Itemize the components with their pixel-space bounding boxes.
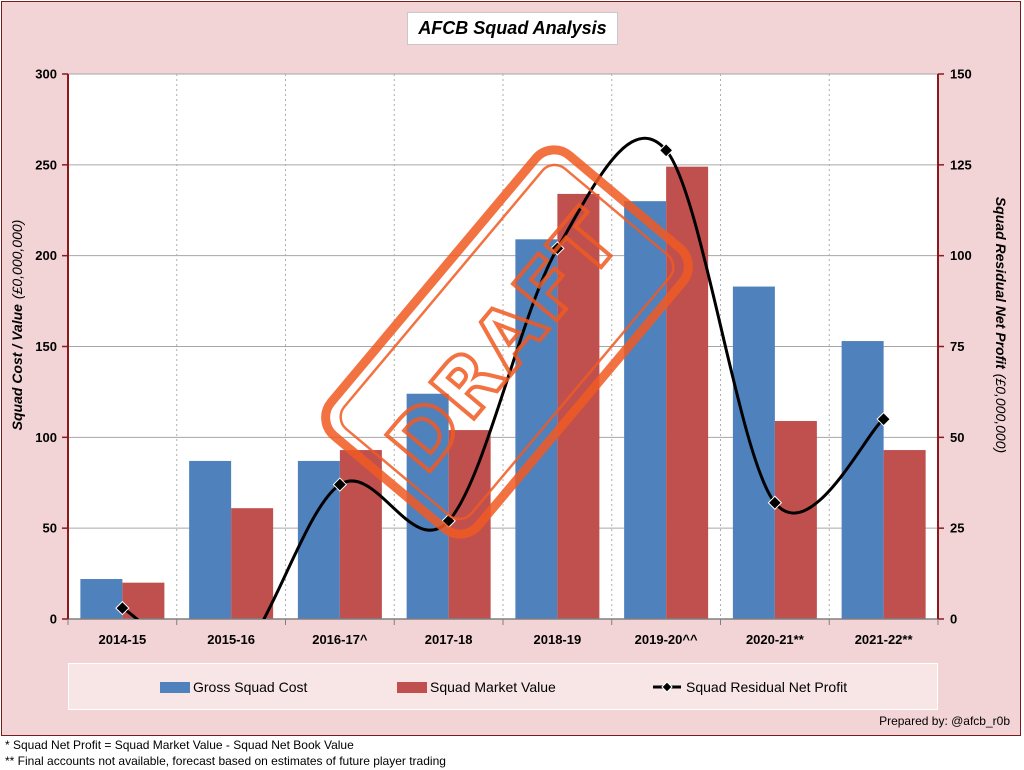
right-axis-title-unit: (£0,000,000) — [993, 374, 1009, 453]
left-tick-label: 250 — [35, 157, 57, 172]
x-tick-label: 2018-19 — [534, 632, 582, 647]
legend-label-gross-squad-cost: Gross Squad Cost — [193, 679, 308, 695]
right-tick-label: 125 — [950, 157, 972, 172]
chart-title: AFCB Squad Analysis — [418, 18, 607, 38]
right-tick-label: 100 — [950, 248, 972, 263]
left-tick-label: 0 — [50, 612, 57, 627]
bar-gross-squad-cost — [624, 201, 667, 620]
x-tick-label: 2019-20^^ — [635, 632, 698, 647]
axes — [62, 73, 944, 625]
legend-swatch-net-profit-line — [653, 681, 681, 693]
right-axis-title: Squad Residual Net Profit (£0,000,000) — [993, 197, 1009, 453]
bar-squad-market-value — [339, 450, 382, 619]
marker-squad-residual-net-profit — [658, 143, 674, 158]
x-tick-label: 2015-16 — [207, 632, 255, 647]
chart-title-box: AFCB Squad Analysis — [407, 12, 618, 45]
legend-swatch-squad-market-value — [397, 682, 427, 693]
bar-squad-market-value — [231, 508, 274, 619]
bar-gross-squad-cost — [80, 579, 123, 619]
marker-squad-residual-net-profit — [767, 495, 783, 510]
left-tick-label: 100 — [35, 430, 57, 445]
legend-swatch-gross-squad-cost — [160, 682, 190, 693]
left-tick-label: 50 — [43, 521, 57, 536]
gridlines — [68, 73, 938, 619]
draft-stamp-outer-border — [321, 145, 693, 539]
x-tick-label: 2020-21** — [746, 632, 805, 647]
x-tick-label: 2016-17^ — [312, 632, 368, 647]
bar-squad-market-value — [666, 166, 709, 619]
legend-label-squad-residual-net-profit: Squad Residual Net Profit — [686, 679, 848, 695]
bar-gross-squad-cost — [841, 341, 884, 619]
marker-squad-residual-net-profit — [332, 477, 348, 492]
bar-gross-squad-cost — [297, 460, 340, 619]
left-axis-title-unit: (£0,000,000) — [9, 220, 25, 299]
left-tick-label: 200 — [35, 248, 57, 263]
net-profit-line-layer — [115, 136, 891, 619]
marker-squad-residual-net-profit — [550, 241, 565, 256]
right-tick-label: 75 — [950, 339, 964, 354]
right-tick-label: 0 — [950, 612, 957, 627]
prepared-by-credit: Prepared by: @afcb_r0b — [879, 714, 1010, 728]
x-tick-label: 2017-18 — [425, 632, 473, 647]
legend-label-squad-market-value: Squad Market Value — [430, 679, 556, 695]
bar-gross-squad-cost — [189, 460, 232, 619]
left-axis-title-main: Squad Cost / Value — [9, 304, 25, 430]
left-tick-label: 300 — [35, 67, 57, 82]
marker-squad-residual-net-profit — [115, 600, 130, 616]
footnote-1: * Squad Net Profit = Squad Market Value … — [5, 738, 354, 752]
bar-gross-squad-cost — [515, 239, 558, 619]
tick-labels: 0 50 100 150 200 250 300 0 25 50 75 100 125 150 2014-1… — [35, 67, 971, 647]
line-squad-residual-net-profit — [121, 136, 885, 619]
right-tick-label: 150 — [950, 67, 972, 82]
footnote-2: ** Final accounts not available, forecas… — [5, 754, 446, 768]
bar-squad-market-value — [883, 450, 926, 619]
right-axis-title-main: Squad Residual Net Profit — [993, 197, 1009, 370]
right-tick-label: 25 — [950, 521, 964, 536]
marker-squad-residual-net-profit — [876, 411, 891, 427]
x-tick-label: 2021-22** — [855, 632, 914, 647]
draft-stamp-inner-border — [339, 163, 675, 521]
right-tick-label: 50 — [950, 430, 964, 445]
left-tick-label: 150 — [35, 339, 57, 354]
bars — [80, 166, 926, 620]
legend-diamond-icon — [661, 681, 673, 693]
left-axis-title: Squad Cost / Value (£0,000,000) — [9, 220, 25, 431]
legend: Gross Squad Cost Squad Market Value Squa… — [68, 663, 938, 710]
bar-squad-market-value — [774, 420, 817, 619]
x-tick-label: 2014-15 — [99, 632, 147, 647]
